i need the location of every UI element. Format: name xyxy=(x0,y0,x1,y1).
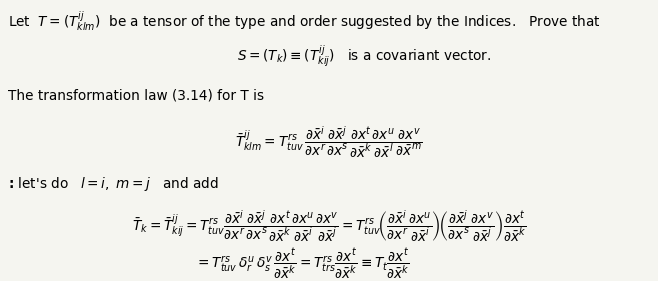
Text: Let  $T = (T^{ij}_{klm})$  be a tensor of the type and order suggested by the In: Let $T = (T^{ij}_{klm})$ be a tensor of … xyxy=(8,9,601,33)
Text: The transformation law (3.14) for T is: The transformation law (3.14) for T is xyxy=(8,89,264,103)
Text: $\bar{T}^{ij}_{klm} = T^{rs}_{tuv}\,\dfrac{\partial \bar{x}^i}{\partial x^r}\dfr: $\bar{T}^{ij}_{klm} = T^{rs}_{tuv}\,\dfr… xyxy=(235,124,423,160)
Text: $\mathbf{\colon}$ let's do   $l = i,\; m = j$   and add: $\mathbf{\colon}$ let's do $l = i,\; m =… xyxy=(8,175,218,193)
Text: $= T^{rs}_{tuv}\,\delta^u_r\,\delta^v_s\,\dfrac{\partial x^t}{\partial \bar{x}^k: $= T^{rs}_{tuv}\,\delta^u_r\,\delta^v_s\… xyxy=(195,247,410,281)
Text: $\bar{T}_k = \bar{T}^{ij}_{kij} = T^{rs}_{tuv}\dfrac{\partial \bar{x}^i}{\partia: $\bar{T}_k = \bar{T}^{ij}_{kij} = T^{rs}… xyxy=(132,209,526,244)
Text: $S = (T_k) \equiv (T^{ij}_{kij})$   is a covariant vector.: $S = (T_k) \equiv (T^{ij}_{kij})$ is a c… xyxy=(237,43,492,69)
